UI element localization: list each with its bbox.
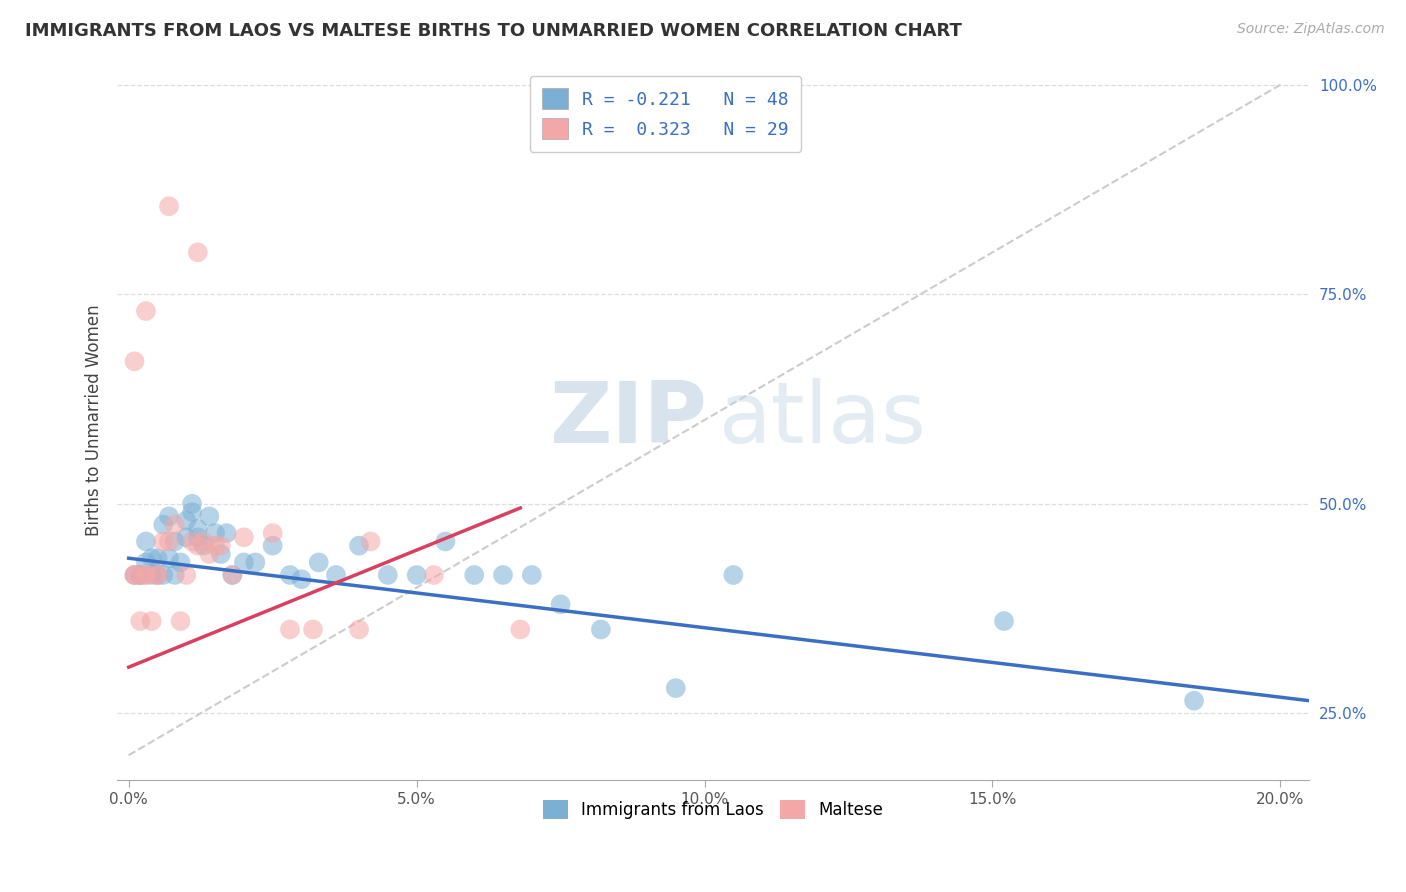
Point — [157, 509, 180, 524]
Point — [169, 556, 191, 570]
Point — [157, 534, 180, 549]
Text: Source: ZipAtlas.com: Source: ZipAtlas.com — [1237, 22, 1385, 37]
Point — [163, 534, 186, 549]
Point — [209, 539, 232, 553]
Point — [209, 547, 232, 561]
Point — [245, 556, 267, 570]
Point — [589, 623, 612, 637]
Point — [141, 568, 163, 582]
Text: ZIP: ZIP — [550, 378, 707, 461]
Point — [278, 623, 301, 637]
Point — [135, 568, 157, 582]
Point — [665, 681, 688, 695]
Point — [135, 568, 157, 582]
Point — [163, 568, 186, 582]
Point — [135, 556, 157, 570]
Point — [124, 568, 146, 582]
Point — [405, 568, 427, 582]
Point — [198, 509, 221, 524]
Point — [181, 505, 204, 519]
Point — [347, 539, 370, 553]
Point — [157, 551, 180, 566]
Point — [141, 614, 163, 628]
Point — [423, 568, 446, 582]
Point — [129, 614, 152, 628]
Point — [124, 568, 146, 582]
Point — [124, 354, 146, 368]
Point — [174, 568, 197, 582]
Point — [463, 568, 485, 582]
Point — [129, 568, 152, 582]
Point — [325, 568, 347, 582]
Point — [204, 539, 226, 553]
Point — [221, 568, 243, 582]
Point — [181, 534, 204, 549]
Point — [308, 556, 330, 570]
Point — [434, 534, 457, 549]
Point — [152, 534, 174, 549]
Point — [550, 597, 572, 611]
Point — [146, 568, 169, 582]
Point — [135, 304, 157, 318]
Point — [146, 551, 169, 566]
Point — [174, 514, 197, 528]
Point — [146, 568, 169, 582]
Point — [193, 534, 215, 549]
Point — [124, 568, 146, 582]
Text: atlas: atlas — [718, 378, 927, 461]
Point — [723, 568, 745, 582]
Point — [377, 568, 399, 582]
Point — [193, 539, 215, 553]
Point — [187, 530, 209, 544]
Point — [174, 530, 197, 544]
Point — [232, 530, 254, 544]
Point — [509, 623, 531, 637]
Point — [187, 245, 209, 260]
Point — [221, 568, 243, 582]
Point — [129, 568, 152, 582]
Point — [262, 526, 284, 541]
Point — [187, 539, 209, 553]
Point — [163, 517, 186, 532]
Text: IMMIGRANTS FROM LAOS VS MALTESE BIRTHS TO UNMARRIED WOMEN CORRELATION CHART: IMMIGRANTS FROM LAOS VS MALTESE BIRTHS T… — [25, 22, 962, 40]
Point — [993, 614, 1015, 628]
Point — [146, 568, 169, 582]
Point — [198, 547, 221, 561]
Point — [169, 614, 191, 628]
Point — [347, 623, 370, 637]
Point — [278, 568, 301, 582]
Point — [520, 568, 543, 582]
Point — [152, 517, 174, 532]
Point — [262, 539, 284, 553]
Point — [360, 534, 382, 549]
Point — [302, 623, 325, 637]
Point — [1182, 694, 1205, 708]
Point — [157, 199, 180, 213]
Point — [215, 526, 238, 541]
Point — [492, 568, 515, 582]
Point — [181, 497, 204, 511]
Point — [187, 522, 209, 536]
Point — [232, 556, 254, 570]
Point — [141, 551, 163, 566]
Point — [290, 572, 312, 586]
Y-axis label: Births to Unmarried Women: Births to Unmarried Women — [86, 304, 103, 536]
Legend: Immigrants from Laos, Maltese: Immigrants from Laos, Maltese — [536, 794, 890, 826]
Point — [152, 568, 174, 582]
Point — [135, 534, 157, 549]
Point — [204, 526, 226, 541]
Point — [129, 568, 152, 582]
